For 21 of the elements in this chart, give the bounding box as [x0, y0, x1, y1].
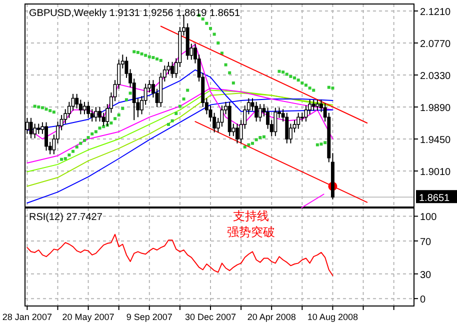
y-tick-label: 30 — [420, 270, 432, 281]
chart-title: GBPUSD,Weekly 1.9131 1.9256 1.8619 1.8651 — [29, 8, 241, 19]
y-tick-label: 1.9450 — [420, 134, 452, 146]
y-tick-label: 0 — [420, 294, 426, 306]
y-tick-label: 70 — [420, 236, 432, 248]
y-tick-label: 1.9010 — [420, 166, 452, 178]
y-tick-label: 1.9890 — [420, 102, 452, 114]
annotation: 强势突破 — [227, 225, 276, 239]
y-tick-label: 2.0770 — [420, 38, 452, 50]
chart-title: RSI(12) 27.7427 — [29, 212, 103, 223]
x-tick-label: 28 Jan 2007 — [2, 312, 52, 322]
y-tick-label: 2.1210 — [420, 6, 452, 18]
y-tick-label: 100 — [420, 212, 438, 224]
x-tick-label: 9 Sep 2007 — [126, 312, 172, 322]
x-tick-label: 20 May 2007 — [62, 312, 114, 322]
ref-line-label: 1.8651 — [419, 193, 450, 204]
y-tick-label: 2.0330 — [420, 70, 452, 82]
x-tick-label: 30 Dec 2007 — [184, 312, 236, 322]
x-tick-label: 20 Apr 2008 — [247, 312, 296, 322]
x-tick-label: 10 Aug 2008 — [307, 312, 358, 322]
annotation: 支持线 — [233, 209, 270, 223]
